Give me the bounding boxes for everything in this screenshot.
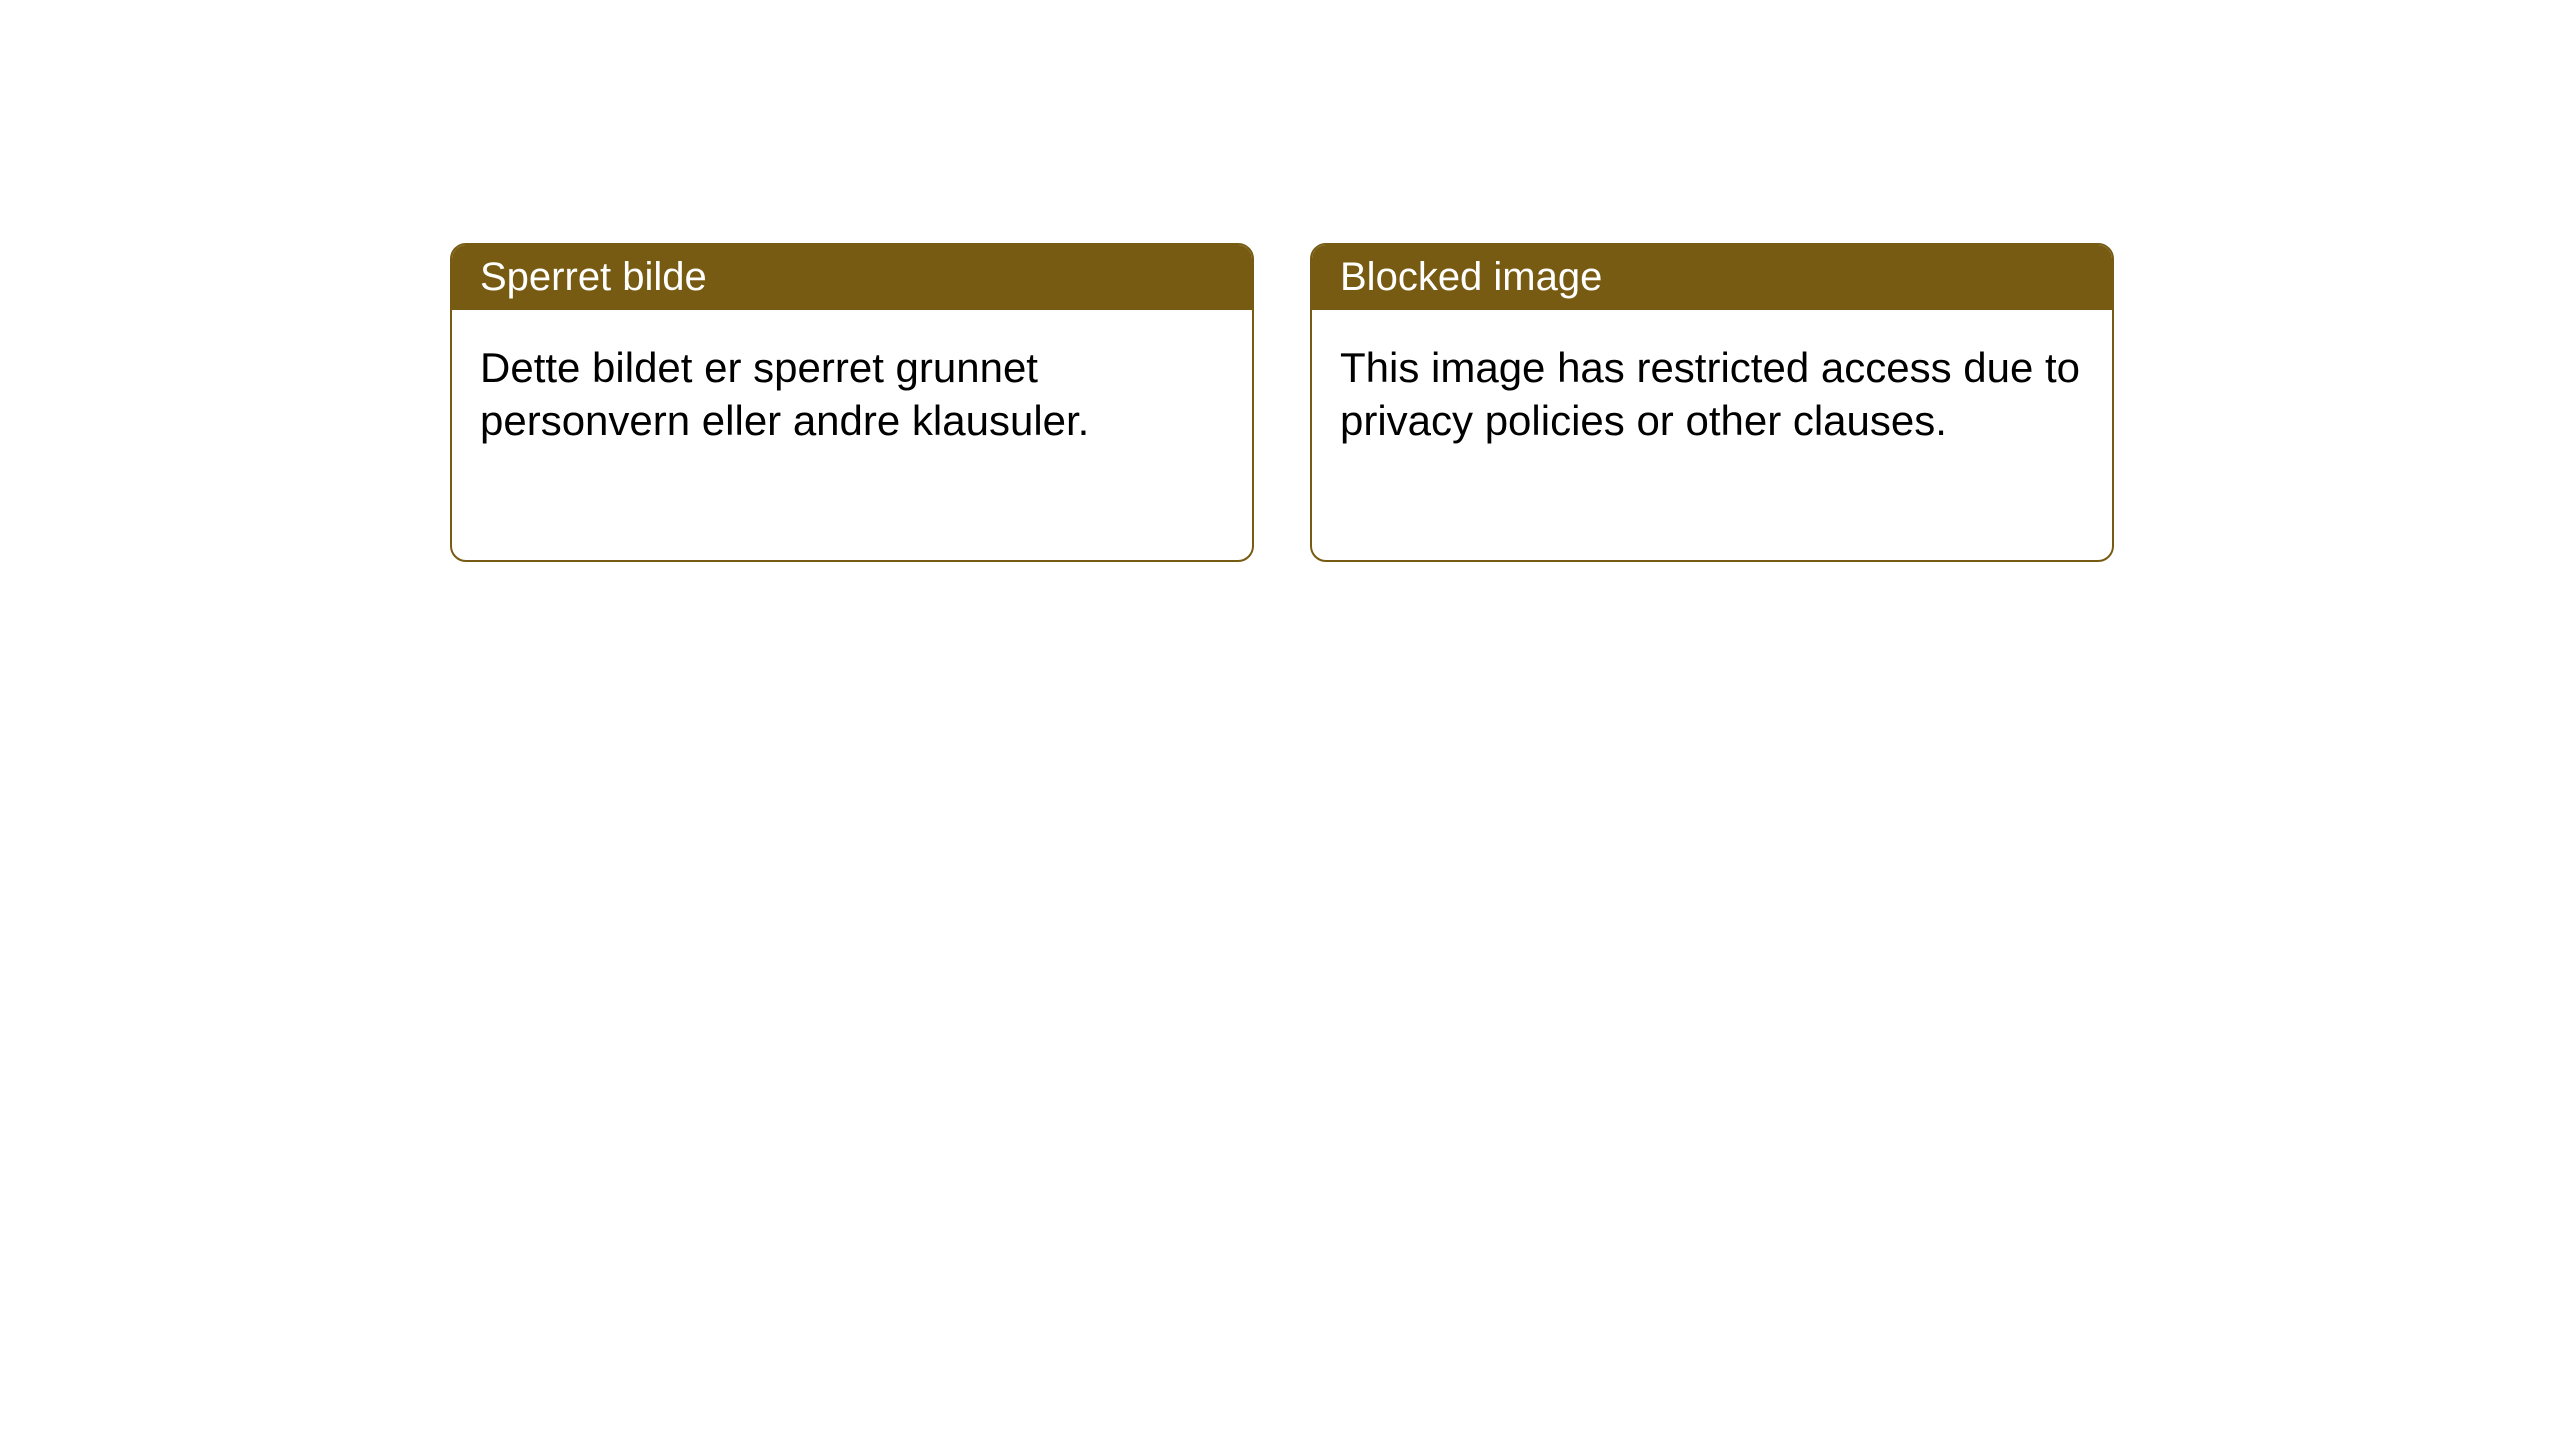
notice-text: This image has restricted access due to … xyxy=(1340,344,2080,444)
notice-text: Dette bildet er sperret grunnet personve… xyxy=(480,344,1089,444)
notice-body: Dette bildet er sperret grunnet personve… xyxy=(452,310,1252,560)
notice-title: Sperret bilde xyxy=(480,255,707,299)
notice-box-norwegian: Sperret bilde Dette bildet er sperret gr… xyxy=(450,243,1254,562)
notice-title: Blocked image xyxy=(1340,255,1602,299)
notice-box-english: Blocked image This image has restricted … xyxy=(1310,243,2114,562)
notice-body: This image has restricted access due to … xyxy=(1312,310,2112,560)
notice-container: Sperret bilde Dette bildet er sperret gr… xyxy=(450,243,2114,562)
notice-header: Blocked image xyxy=(1312,245,2112,310)
notice-header: Sperret bilde xyxy=(452,245,1252,310)
